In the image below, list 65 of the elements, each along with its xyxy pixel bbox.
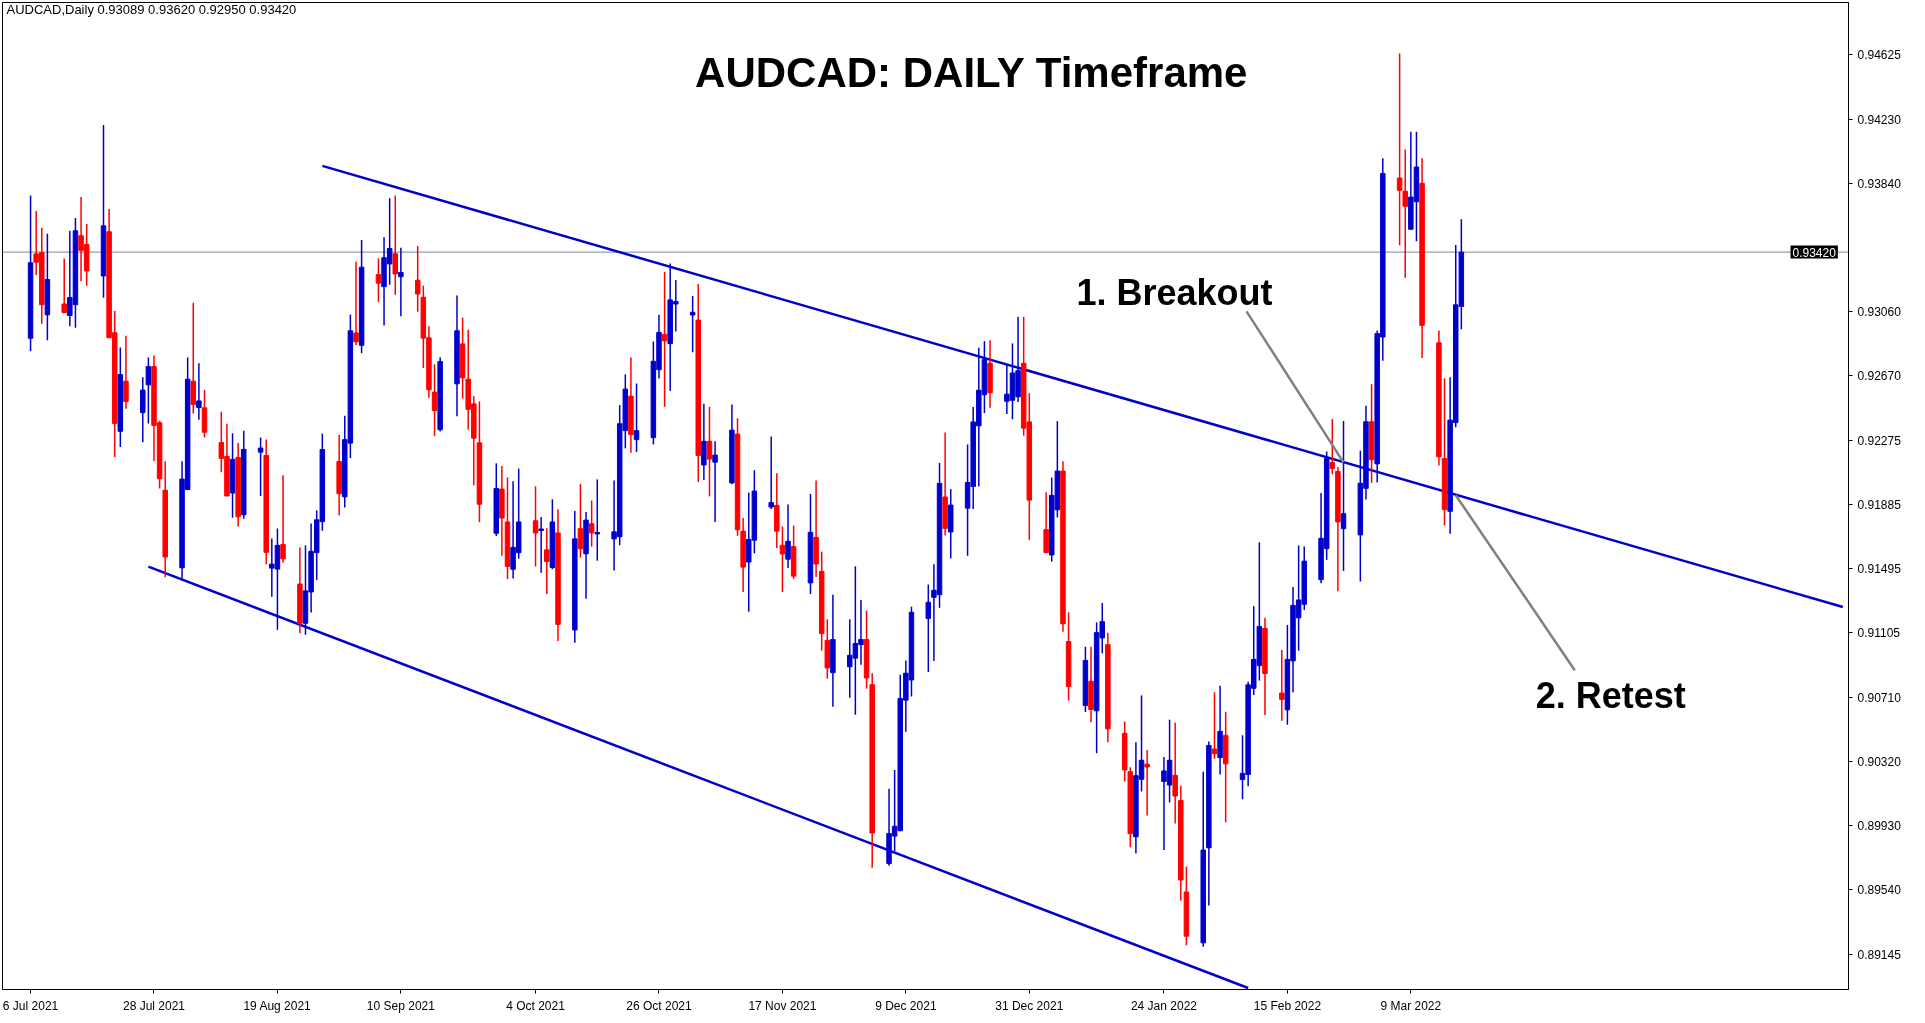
- text: AUDCAD: DAILY Timeframe: [695, 49, 1248, 96]
- x-tick-label: 19 Aug 2021: [243, 998, 312, 1013]
- y-tick-label: 0.93840: [1857, 176, 1902, 191]
- y-tick-label: 0.92670: [1857, 368, 1902, 383]
- y-tick-label: 0.89145: [1857, 947, 1902, 962]
- candlestick: [1144, 749, 1150, 817]
- candlestick: [61, 257, 67, 314]
- candlestick: [353, 261, 359, 346]
- candlestick: [123, 334, 129, 410]
- candlestick: [544, 527, 550, 595]
- annotation: 2. Retest: [1535, 674, 1686, 716]
- x-tick-label: 15 Feb 2022: [1253, 998, 1322, 1013]
- candlestick: [706, 406, 713, 498]
- candlestick: [1279, 649, 1285, 722]
- candlestick: [375, 257, 382, 303]
- candlestick: [392, 194, 399, 296]
- candlestick: [414, 245, 421, 313]
- x-tick-label: 9 Mar 2022: [1380, 998, 1442, 1013]
- candlestick: [398, 246, 404, 318]
- candlestick: [190, 301, 197, 415]
- candlestick: [196, 362, 202, 421]
- x-tick-label: 31 Dec 2021: [995, 998, 1064, 1013]
- y-tick-label: 0.89930: [1857, 818, 1902, 833]
- candlestick: [1043, 491, 1049, 554]
- candlestick: [712, 440, 718, 523]
- candlestick: [925, 583, 932, 673]
- candlestick: [532, 485, 539, 568]
- x-tick-label: 6 Jul 2021: [2, 998, 59, 1013]
- candlestick: [1211, 691, 1218, 760]
- candlestick: [633, 382, 640, 453]
- candlestick: [431, 363, 438, 437]
- candlestick: [280, 474, 286, 564]
- candlestick: [577, 483, 584, 559]
- candlestick: [594, 478, 600, 562]
- annotation: 1. Breakout: [1076, 271, 1273, 313]
- y-tick-label: 0.91105: [1857, 625, 1901, 640]
- candlestick: [701, 402, 707, 481]
- y-tick-label: 0.92275: [1857, 433, 1902, 448]
- candlestick: [785, 503, 791, 569]
- annotation: AUDCAD,Daily 0.93089 0.93620 0.92950 0.93420: [6, 1, 297, 17]
- x-tick-label: 17 Nov 2021: [748, 998, 817, 1013]
- candlestick: [588, 499, 595, 548]
- y-tick-label: 0.91885: [1857, 497, 1902, 512]
- x-tick-label: 9 Dec 2021: [875, 998, 937, 1013]
- x-tick-label: 26 Oct 2021: [626, 998, 692, 1013]
- candlestick: [538, 516, 544, 574]
- y-tick-label: 0.90320: [1857, 754, 1902, 769]
- ref-line-label: 0.93420: [1792, 245, 1837, 260]
- candlestick: [768, 435, 774, 510]
- x-tick-label: 10 Sep 2021: [366, 998, 436, 1013]
- candlestick: [689, 295, 696, 354]
- candlestick: [1340, 420, 1347, 572]
- candlestick: [779, 525, 786, 593]
- candlestick: [257, 436, 264, 497]
- y-tick-label: 0.94625: [1857, 47, 1902, 62]
- candlestick: [1172, 722, 1178, 825]
- y-tick-label: 0.90710: [1857, 690, 1902, 705]
- x-tick-label: 4 Oct 2021: [506, 998, 566, 1013]
- y-tick-label: 0.91495: [1857, 561, 1902, 576]
- y-tick-label: 0.93060: [1857, 304, 1902, 319]
- x-tick-label: 28 Jul 2021: [122, 998, 186, 1013]
- candlestick: [1329, 418, 1336, 475]
- x-tick-label: 24 Jan 2022: [1130, 998, 1198, 1013]
- y-tick-label: 0.89540: [1857, 882, 1902, 897]
- y-tick-label: 0.94230: [1857, 112, 1902, 127]
